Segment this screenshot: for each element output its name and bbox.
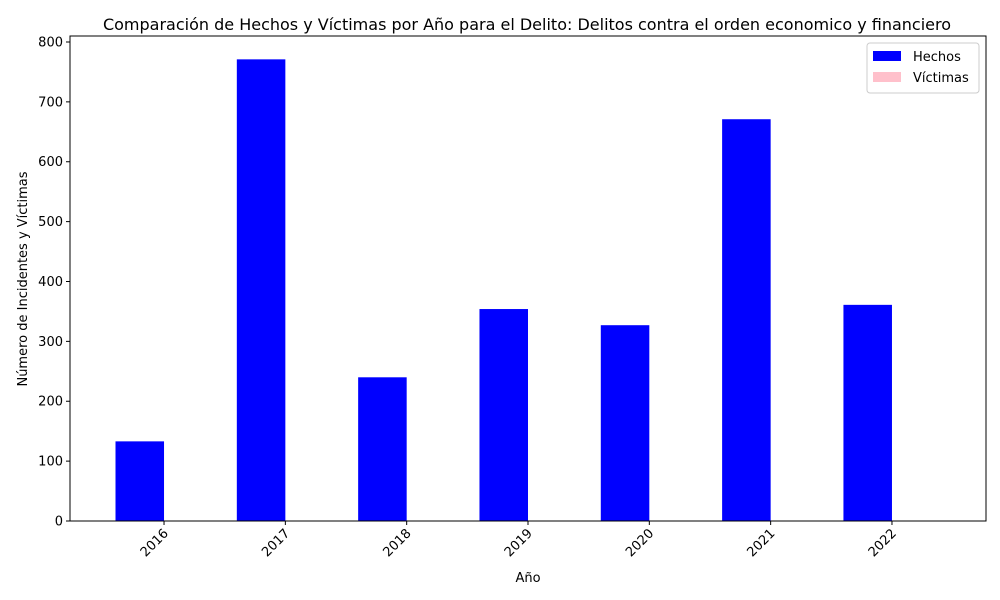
y-tick-label-400: 400 — [38, 275, 63, 290]
x-axis-title: Año — [515, 571, 540, 586]
bar-hechos-2022 — [843, 304, 892, 521]
y-axis-title: Número de Incidentes y Víctimas — [16, 171, 31, 386]
bar-hechos-2021 — [722, 119, 771, 521]
y-tick-label-300: 300 — [38, 335, 63, 350]
y-tick-label-200: 200 — [38, 395, 63, 410]
legend-label-victimas: Víctimas — [913, 71, 969, 86]
y-axis: 0 100 200 300 400 500 600 700 800 — [38, 35, 70, 530]
x-tick-label-2017: 2017 — [259, 526, 293, 560]
y-tick-label-700: 700 — [38, 95, 63, 110]
legend-swatch-victimas — [873, 72, 901, 82]
bar-hechos-2016 — [115, 441, 165, 521]
y-tick-label-600: 600 — [38, 155, 63, 170]
bar-hechos-2020 — [600, 325, 650, 521]
x-tick-label-2022: 2022 — [866, 526, 900, 560]
plot-frame — [69, 35, 987, 522]
legend: Hechos Víctimas — [866, 42, 980, 94]
y-tick-label-800: 800 — [38, 35, 63, 50]
y-tick-label-500: 500 — [38, 215, 63, 230]
y-tick-label-0: 0 — [55, 515, 63, 530]
x-tick-label-2016: 2016 — [138, 526, 172, 560]
bar-hechos-2018 — [358, 377, 407, 521]
y-tick-label-100: 100 — [38, 455, 63, 470]
legend-swatch-hechos — [873, 51, 901, 61]
bar-hechos-2019 — [479, 309, 528, 521]
legend-label-hechos: Hechos — [913, 50, 961, 65]
x-tick-label-2018: 2018 — [380, 526, 414, 560]
x-axis: 2016 2017 2018 2019 2020 2021 2022 — [138, 521, 900, 560]
x-tick-label-2020: 2020 — [623, 526, 657, 560]
x-tick-label-2021: 2021 — [744, 526, 778, 560]
bar-hechos-2017 — [236, 59, 286, 521]
chart-title: Comparación de Hechos y Víctimas por Año… — [103, 15, 951, 34]
bars-group — [115, 59, 892, 521]
x-tick-label-2019: 2019 — [502, 526, 536, 560]
